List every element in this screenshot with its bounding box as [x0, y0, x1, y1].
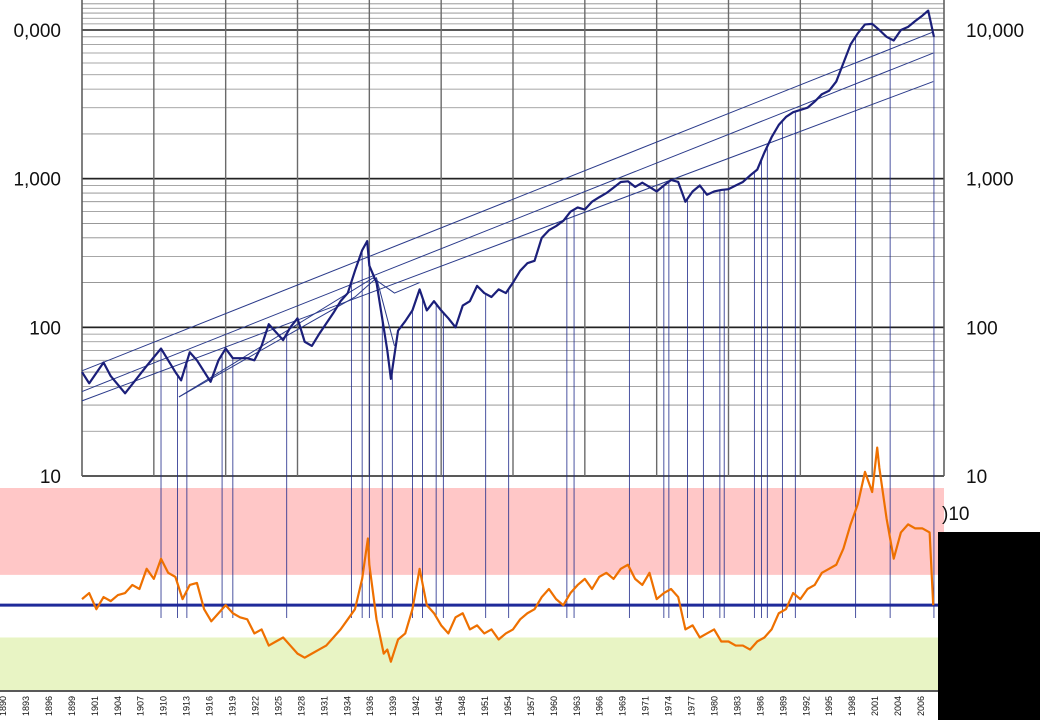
trend-channel-line [178, 277, 420, 398]
y-tick-label-left: 1,000 [13, 170, 61, 191]
x-tick-label: 1951 [480, 696, 490, 716]
x-tick-label: 1954 [503, 696, 513, 716]
x-tick-label: 1969 [618, 696, 628, 716]
y-tick-label-right: 10,000 [966, 21, 1024, 42]
y-tick-label-right: 10 [966, 467, 987, 488]
x-tick-label: 1980 [709, 696, 719, 716]
trend-channel-line [178, 276, 395, 398]
x-tick-label: 1992 [801, 696, 811, 716]
indicator-line [81, 446, 935, 663]
price-series [81, 9, 936, 395]
price-grid [81, 0, 945, 477]
x-tick-label: 1904 [113, 696, 123, 716]
connector-lines [160, 36, 935, 618]
x-tick-label: 1913 [182, 696, 192, 716]
trend-channel-line [81, 52, 934, 392]
x-tick-label: 1922 [250, 696, 260, 716]
y-tick-label-right: 100 [966, 318, 998, 339]
undervalued-band [0, 637, 944, 690]
x-tick-label: 1971 [641, 696, 651, 716]
x-tick-label: 1998 [847, 696, 857, 716]
x-tick-label: 1966 [595, 696, 605, 716]
right-fragment-label: )10 [942, 504, 969, 525]
x-tick-label: 1939 [388, 696, 398, 716]
x-tick-label: 2006 [916, 696, 926, 716]
trend-channel-line [81, 81, 934, 402]
year-tick-labels: 1890 1893 1896 1899 1901 1904 1907 1910 1913 1916… [0, 696, 926, 716]
x-tick-label: 1910 [159, 696, 169, 716]
x-tick-label: 1957 [526, 696, 536, 716]
x-tick-label: 1977 [687, 696, 697, 716]
x-tick-label: 1907 [136, 696, 146, 716]
y-tick-label-left: 100 [29, 318, 61, 339]
x-tick-label: 1928 [296, 696, 306, 716]
x-tick-label: 1974 [664, 696, 674, 716]
axis-tick-labels: 0,000 1,000 100 10 10,000 1,000 100 10 [13, 21, 1024, 488]
x-tick-label: 1945 [434, 696, 444, 716]
indicator-series [0, 446, 1040, 692]
x-tick-label: 1960 [549, 696, 559, 716]
x-tick-label: 1942 [411, 696, 421, 716]
x-tick-label: 1916 [205, 696, 215, 716]
overvalued-band [0, 488, 944, 575]
x-tick-label: 2004 [893, 696, 903, 716]
trend-channel-line [81, 31, 934, 372]
x-tick-label: 1931 [319, 696, 329, 716]
x-tick-label: 1899 [67, 696, 77, 716]
y-tick-label-left: 0,000 [13, 21, 61, 42]
price-line [81, 9, 936, 395]
x-tick-label: 1896 [44, 696, 54, 716]
indicator-bands [0, 488, 944, 690]
x-tick-label: 1890 [0, 696, 8, 716]
x-tick-label: 1963 [572, 696, 582, 716]
x-tick-label: 1925 [273, 696, 283, 716]
x-tick-label: 1989 [778, 696, 788, 716]
trend-channels [81, 31, 934, 402]
x-tick-label: 1934 [342, 696, 352, 716]
x-tick-label: 1901 [90, 696, 100, 716]
y-tick-label-left: 10 [40, 467, 61, 488]
x-tick-label: 1983 [732, 696, 742, 716]
x-tick-label: 2001 [870, 696, 880, 716]
x-tick-label: 1936 [365, 696, 375, 716]
x-tick-label: 1986 [755, 696, 765, 716]
x-tick-label: 1919 [228, 696, 238, 716]
black-overlay-block [938, 532, 1040, 720]
y-tick-label-right: 1,000 [966, 170, 1014, 191]
x-tick-label: 1995 [824, 696, 834, 716]
x-tick-label: 1948 [457, 696, 467, 716]
x-tick-label: 1893 [21, 696, 31, 716]
